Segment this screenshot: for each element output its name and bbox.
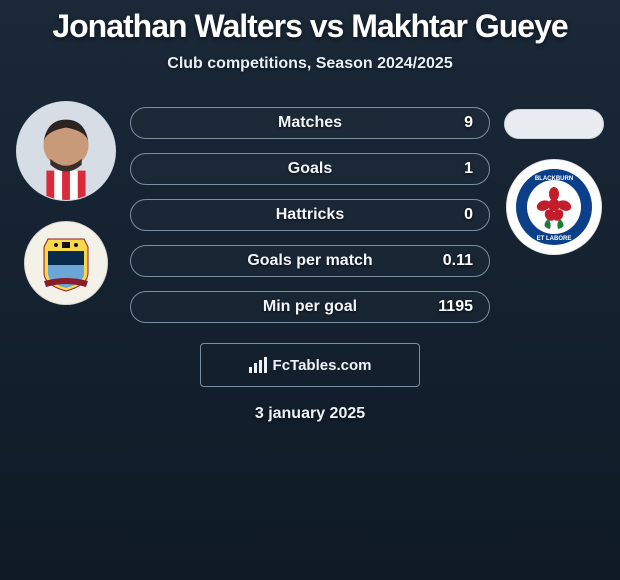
player1-avatar bbox=[16, 101, 116, 201]
stat-value-right: 9 bbox=[464, 114, 473, 132]
stat-label: Goals per match bbox=[131, 252, 489, 270]
comparison-body: Matches 9 Goals 1 Hattricks 0 Goals per … bbox=[0, 73, 620, 323]
right-column: BLACKBURN ET LABORE bbox=[494, 101, 614, 255]
stat-value-right: 1 bbox=[464, 160, 473, 178]
svg-text:ET LABORE: ET LABORE bbox=[537, 236, 572, 242]
stat-value-right: 1195 bbox=[438, 298, 473, 316]
left-column bbox=[6, 101, 126, 305]
stat-row-hattricks: Hattricks 0 bbox=[130, 199, 490, 231]
svg-text:BLACKBURN: BLACKBURN bbox=[535, 176, 573, 182]
player1-avatar-svg bbox=[17, 102, 115, 200]
stat-row-goals: Goals 1 bbox=[130, 153, 490, 185]
player2-avatar-empty bbox=[504, 109, 604, 139]
subtitle: Club competitions, Season 2024/2025 bbox=[10, 55, 610, 73]
stat-row-matches: Matches 9 bbox=[130, 107, 490, 139]
burnley-badge-icon bbox=[36, 233, 96, 293]
stat-label: Min per goal bbox=[131, 298, 489, 316]
stat-row-min-per-goal: Min per goal 1195 bbox=[130, 291, 490, 323]
blackburn-badge-icon: BLACKBURN ET LABORE bbox=[514, 167, 594, 247]
stat-value-right: 0 bbox=[464, 206, 473, 224]
stat-label: Hattricks bbox=[131, 206, 489, 224]
stat-value-right: 0.11 bbox=[443, 252, 473, 270]
brand-text: FcTables.com bbox=[273, 357, 372, 374]
stat-label: Goals bbox=[131, 160, 489, 178]
player1-club-badge bbox=[24, 221, 108, 305]
page-title: Jonathan Walters vs Makhtar Gueye bbox=[10, 8, 610, 45]
player2-club-badge: BLACKBURN ET LABORE bbox=[506, 159, 602, 255]
date-text: 3 january 2025 bbox=[0, 405, 620, 423]
stat-label: Matches bbox=[131, 114, 489, 132]
stat-row-goals-per-match: Goals per match 0.11 bbox=[130, 245, 490, 277]
chart-bars-icon bbox=[249, 357, 267, 373]
brand-box[interactable]: FcTables.com bbox=[200, 343, 420, 387]
stats-list: Matches 9 Goals 1 Hattricks 0 Goals per … bbox=[126, 101, 494, 323]
